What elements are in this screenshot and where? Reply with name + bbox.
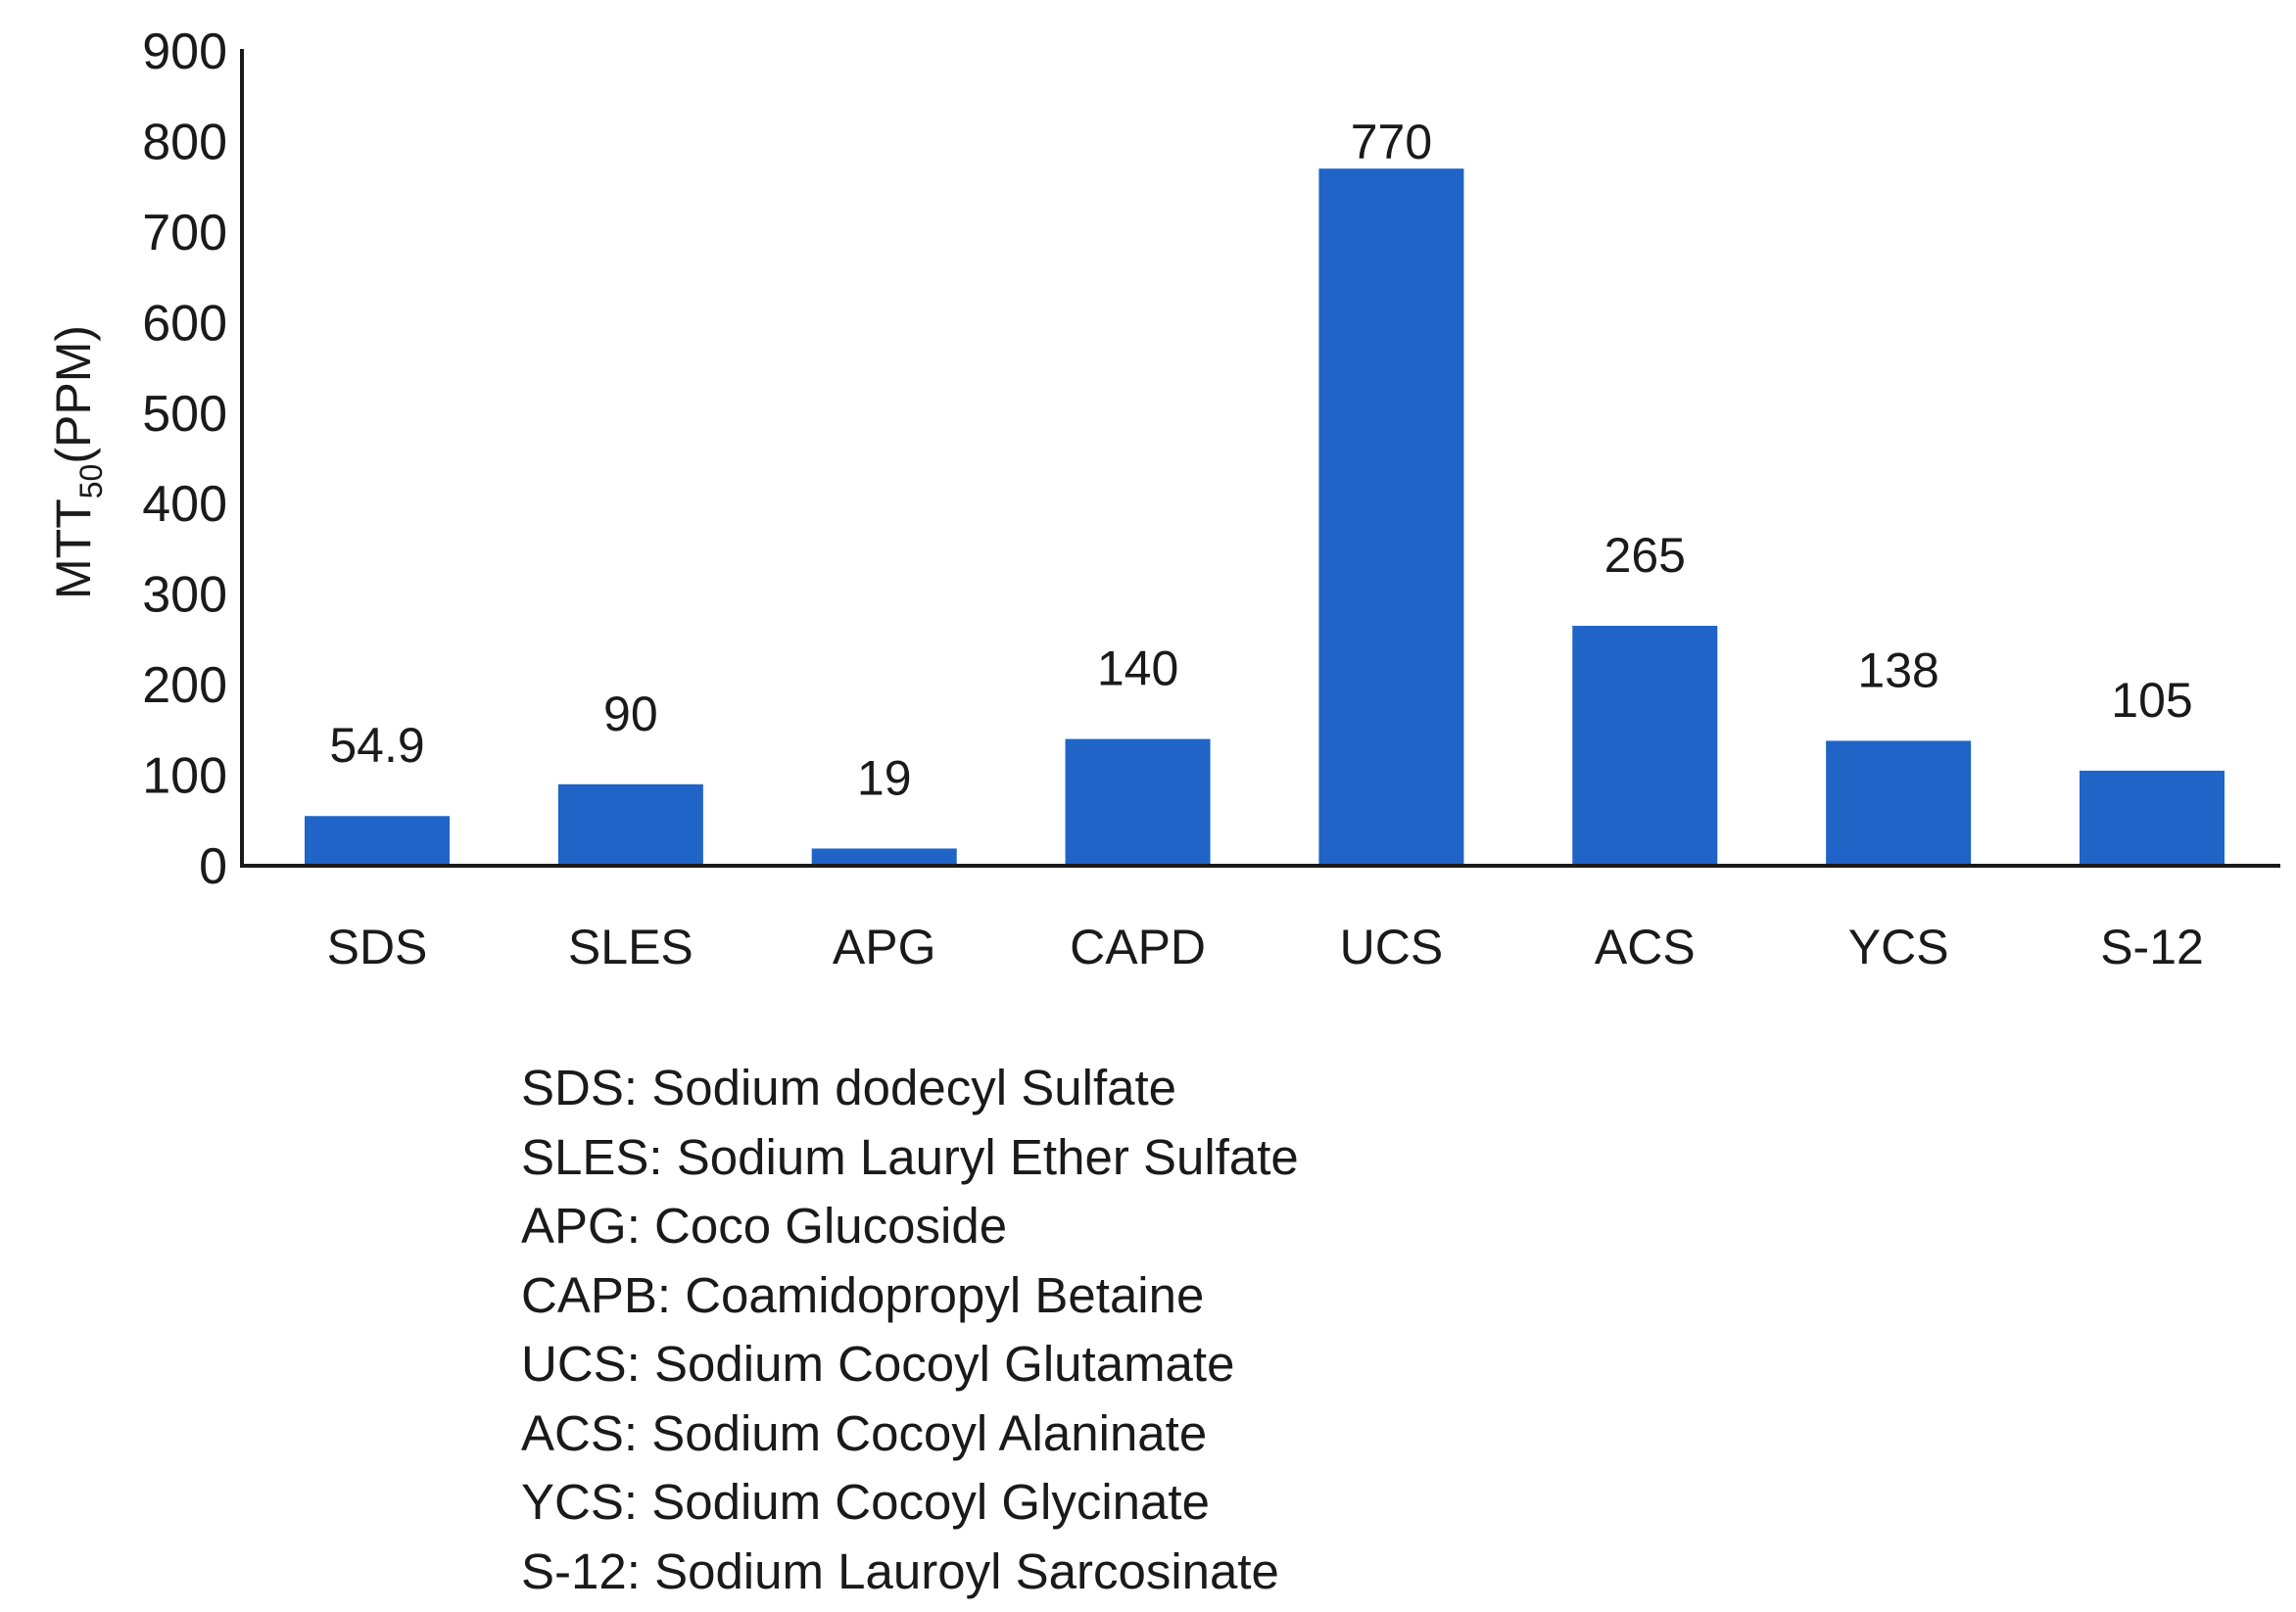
data-label: 105 xyxy=(2111,673,2192,728)
bar-sds xyxy=(305,816,450,866)
legend-item: CAPB: Coamidopropyl Betaine xyxy=(521,1266,1205,1323)
category-labels: SDS SLES APG CAPD UCS ACS YCS S-12 xyxy=(327,920,2204,974)
category-label: ACS xyxy=(1595,920,1696,974)
data-label: 265 xyxy=(1604,528,1686,583)
category-label: SLES xyxy=(568,920,694,974)
y-tick-label: 0 xyxy=(199,838,227,895)
y-axis-title-subscript: 50 xyxy=(73,464,109,499)
bar-capd xyxy=(1065,738,1211,866)
y-tick-label: 300 xyxy=(142,567,227,624)
legend-item: YCS: Sodium Cocoyl Glycinate xyxy=(521,1474,1210,1530)
legend-item: SLES: Sodium Lauryl Ether Sulfate xyxy=(521,1128,1299,1185)
category-label: APG xyxy=(833,920,936,974)
data-label: 140 xyxy=(1097,641,1178,696)
legend-item: SDS: Sodium dodecyl Sulfate xyxy=(521,1060,1177,1115)
data-label: 54.9 xyxy=(329,718,424,773)
y-axis-title-main: MTT xyxy=(46,498,101,599)
data-label: 770 xyxy=(1351,115,1432,169)
y-tick-label: 900 xyxy=(142,24,227,80)
data-label: 90 xyxy=(603,687,658,741)
category-label: YCS xyxy=(1848,920,1949,974)
data-label: 138 xyxy=(1857,642,1938,697)
category-label: UCS xyxy=(1340,920,1444,974)
category-label: CAPD xyxy=(1070,920,1206,974)
y-axis-title-suffix: (PPM) xyxy=(46,325,101,464)
bar-ucs xyxy=(1318,168,1464,866)
category-label: S-12 xyxy=(2100,920,2204,974)
bar-acs xyxy=(1572,626,1718,866)
y-tick-label: 500 xyxy=(142,386,227,443)
y-tick-label: 200 xyxy=(142,657,227,714)
y-tick-label: 100 xyxy=(142,748,227,805)
bars xyxy=(305,168,2224,866)
y-axis-title: MTT50(PPM) xyxy=(46,325,109,599)
y-tick-label: 800 xyxy=(142,114,227,170)
legend-item: UCS: Sodium Cocoyl Glutamate xyxy=(521,1336,1235,1392)
bar-apg xyxy=(811,848,957,866)
bar-ycs xyxy=(1826,740,1972,866)
data-label: 19 xyxy=(857,750,912,805)
bar-sles xyxy=(557,783,703,866)
legend-item: APG: Coco Glucoside xyxy=(521,1198,1008,1254)
y-tick-label: 600 xyxy=(142,295,227,352)
data-labels: 54.9 90 19 140 770 265 138 105 xyxy=(329,115,2192,805)
bar-s-12 xyxy=(2080,770,2224,866)
y-tick-label: 700 xyxy=(142,205,227,261)
abbreviation-legend: SDS: Sodium dodecyl Sulfate SLES: Sodium… xyxy=(521,1054,1299,1606)
category-label: SDS xyxy=(327,920,428,974)
legend-item: ACS: Sodium Cocoyl Alaninate xyxy=(521,1404,1208,1461)
y-axis-ticks: 0 100 200 300 400 500 600 700 800 900 xyxy=(142,24,227,895)
legend-item: S-12: Sodium Lauroyl Sarcosinate xyxy=(521,1542,1279,1599)
y-tick-label: 400 xyxy=(142,476,227,533)
